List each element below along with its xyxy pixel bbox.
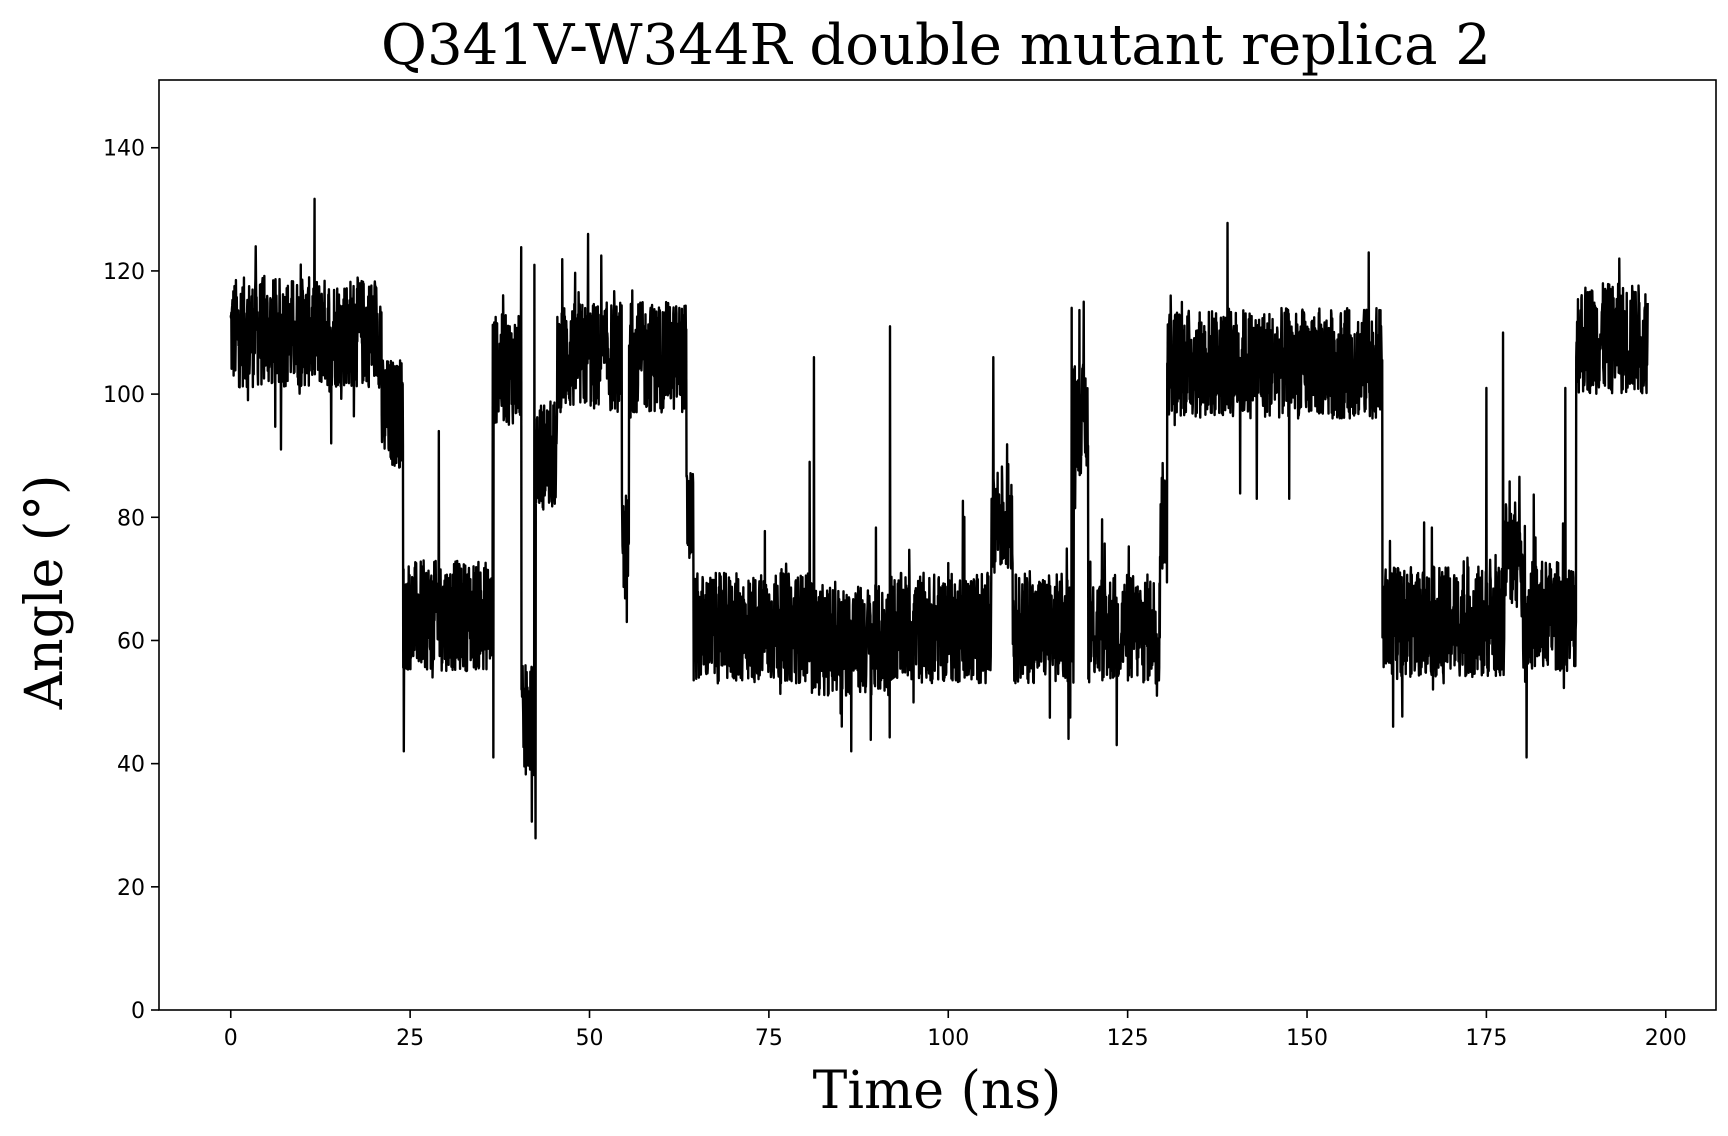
y-tick-label: 60	[117, 629, 145, 654]
y-axis-ticks: 0 20 40 60 80 100 120 140	[103, 137, 159, 1024]
y-axis-label: Angle (°)	[15, 475, 75, 711]
x-axis-ticks: 0 25 50 75 100 125 150 175 200	[224, 1010, 1687, 1051]
x-tick-label: 25	[396, 1026, 424, 1051]
x-tick-label: 0	[224, 1026, 238, 1051]
series-line	[229, 197, 1649, 840]
y-tick-label: 140	[103, 137, 145, 162]
y-tick-label: 100	[103, 383, 145, 408]
y-tick-label: 80	[117, 506, 145, 531]
y-tick-label: 20	[117, 876, 145, 901]
x-tick-label: 150	[1286, 1026, 1328, 1051]
x-tick-label: 125	[1107, 1026, 1149, 1051]
y-tick-label: 120	[103, 260, 145, 285]
y-tick-label: 40	[117, 753, 145, 778]
x-tick-label: 75	[755, 1026, 783, 1051]
x-axis-label: Time (ns)	[813, 1061, 1062, 1121]
x-tick-label: 200	[1645, 1026, 1687, 1051]
x-tick-label: 175	[1465, 1026, 1507, 1051]
y-tick-label: 0	[131, 999, 145, 1024]
plot-area	[158, 79, 1717, 1011]
x-tick-label: 100	[927, 1026, 969, 1051]
plot-frame	[158, 79, 1717, 1011]
x-tick-label: 50	[576, 1026, 604, 1051]
chart-title: Q341V-W344R double mutant replica 2	[381, 13, 1491, 78]
